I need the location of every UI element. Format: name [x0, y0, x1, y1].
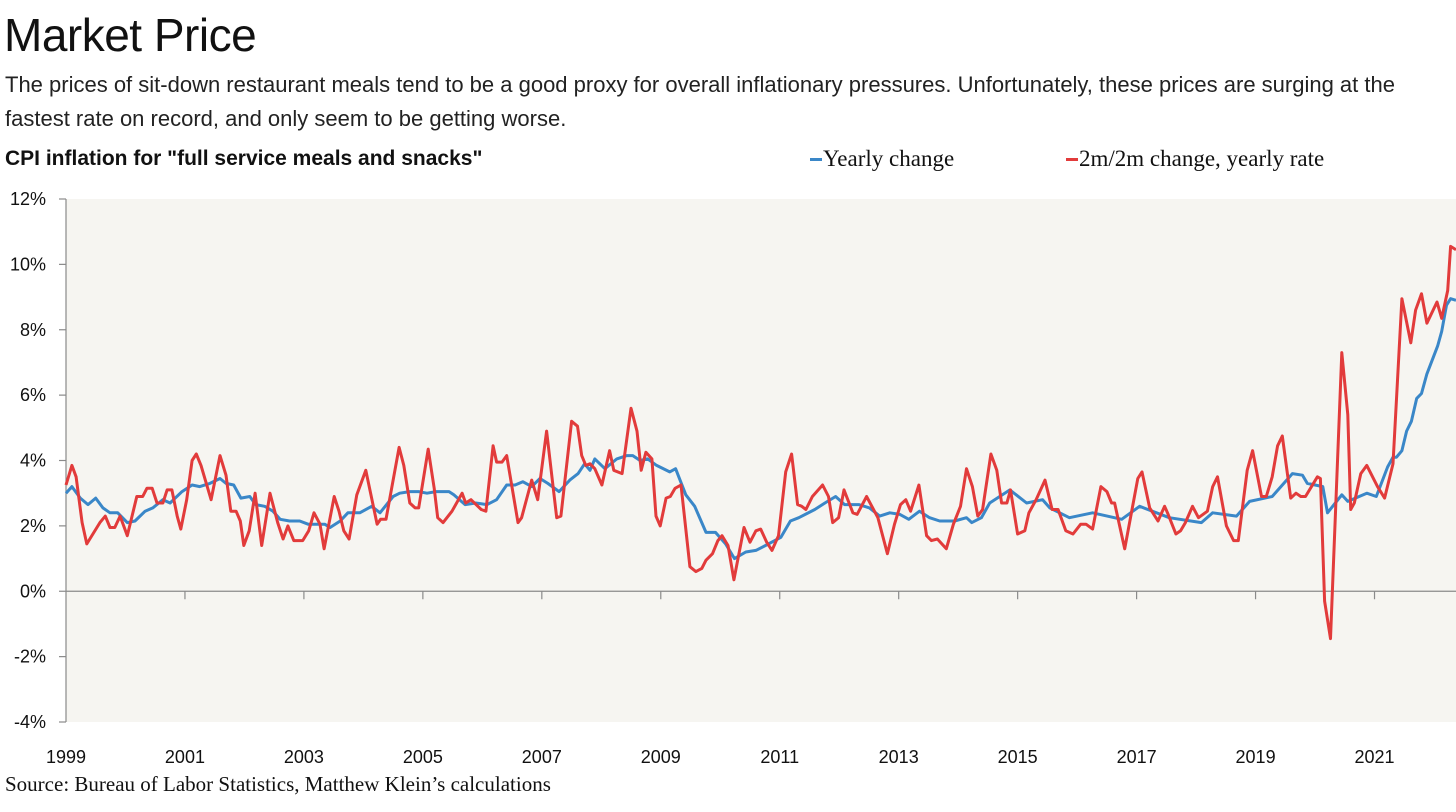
y-tick-label: 10%: [10, 254, 46, 274]
series-line-2m2m-change: [64, 244, 1456, 641]
x-tick-label: 2009: [641, 747, 681, 767]
x-tick-label: 2007: [522, 747, 562, 767]
source-note: Source: Bureau of Labor Statistics, Matt…: [5, 772, 551, 796]
x-tick-label: 2013: [879, 747, 919, 767]
legend-item-2m2m-change: 2m/2m change, yearly rate: [1066, 146, 1324, 172]
y-tick-label: 4%: [20, 451, 46, 471]
x-tick-label: 2015: [998, 747, 1038, 767]
y-tick-label: 6%: [20, 385, 46, 405]
x-tick-label: 2017: [1117, 747, 1157, 767]
line-chart: 12% 10% 8% 6% 4% 2% 0% -2% -4%1999 2001 2003 2005 20…: [10, 189, 1456, 767]
plot-background: [66, 199, 1456, 722]
y-tick-label: 0%: [20, 581, 46, 601]
legend-label: 2m/2m change, yearly rate: [1079, 146, 1325, 171]
legend-item-yearly-change: Yearly change: [810, 146, 954, 172]
y-tick-label: 12%: [10, 189, 46, 209]
x-tick-label: 2011: [760, 747, 799, 767]
x-tick-label: 2001: [165, 747, 205, 767]
chart-title: CPI inflation for "full service meals an…: [5, 147, 483, 170]
x-tick-label: 1999: [46, 747, 86, 767]
legend-label: Yearly change: [823, 146, 955, 171]
page-subtitle: The prices of sit-down restaurant meals …: [5, 72, 1395, 131]
x-tick-label: 2005: [403, 747, 443, 767]
y-tick-label: 8%: [20, 320, 46, 340]
x-tick-label: 2021: [1354, 747, 1394, 767]
x-tick-label: 2003: [284, 747, 324, 767]
y-tick-label: -2%: [14, 647, 46, 667]
legend-swatch-yearly-change: [810, 157, 822, 161]
y-tick-label: 2%: [20, 516, 46, 536]
y-tick-label: -4%: [14, 712, 46, 732]
x-tick-label: 2019: [1236, 747, 1276, 767]
legend-swatch-2m2m-change: [1066, 157, 1078, 161]
page-title: Market Price: [4, 9, 257, 61]
